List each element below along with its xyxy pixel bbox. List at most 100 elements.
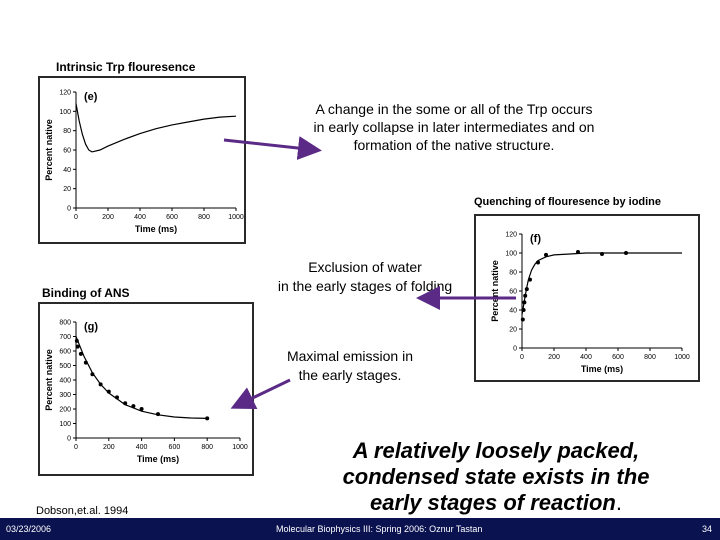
x-tick-label: 400 (136, 444, 148, 451)
x-tick-label: 600 (612, 354, 624, 361)
y-tick-label: 80 (63, 128, 71, 135)
series-line (75, 103, 237, 153)
x-axis-label: Time (ms) (137, 454, 179, 464)
trp-chart: 0 20 40 60 80 100 120 0 200 400 600 800 1000 Time (ms… (44, 90, 244, 235)
data-point (523, 293, 528, 298)
panel-label: (e) (84, 91, 98, 103)
footer-page: 34 (701, 524, 712, 534)
x-tick-label: 400 (134, 214, 146, 221)
data-point (576, 250, 580, 255)
x-tick-label: 800 (198, 214, 210, 221)
citation: Dobson,et.al. 1994 (36, 505, 129, 517)
data-point (536, 260, 540, 265)
conclusion-period: . (615, 490, 622, 515)
trp-label: Intrinsic Trp flouresence (56, 60, 196, 74)
series-line (75, 336, 208, 419)
data-point (600, 251, 604, 256)
x-axis-label: Time (ms) (581, 364, 623, 374)
footer-bar: 03/23/2006 Molecular Biophysics III: Spr… (0, 518, 720, 540)
y-tick-label: 0 (67, 436, 71, 443)
data-point (522, 300, 527, 305)
conclusion-line2: condensed state exists in the (342, 464, 650, 489)
data-point (624, 251, 628, 255)
x-tick-label: 0 (74, 214, 78, 221)
y-tick-label: 200 (59, 407, 71, 414)
ans-chart: 0 100 200 300 400 500 600 700 800 0 200 400 600 800 10… (44, 320, 248, 465)
y-tick-label: 120 (59, 90, 71, 97)
y-tick-label: 20 (63, 186, 71, 193)
x-tick-label: 200 (103, 444, 115, 451)
quench-chart-panel: 0 20 40 60 80 100 120 0 200 400 600 800 1000 Time (ms… (474, 214, 700, 382)
ans-label: Binding of ANS (42, 286, 130, 300)
x-tick-label: 400 (580, 354, 592, 361)
x-tick-label: 0 (74, 444, 78, 451)
y-tick-label: 60 (509, 289, 517, 296)
y-tick-label: 500 (59, 363, 71, 370)
y-tick-label: 80 (509, 270, 517, 277)
data-point (521, 308, 526, 312)
data-point (106, 389, 111, 394)
data-point (156, 412, 160, 417)
data-point (520, 317, 525, 322)
y-tick-label: 60 (63, 148, 71, 155)
quench-chart: 0 20 40 60 80 100 120 0 200 400 600 800 1000 Time (ms… (490, 232, 690, 375)
y-axis-label: Percent native (44, 119, 54, 181)
y-tick-label: 300 (59, 392, 71, 399)
data-point (78, 351, 83, 356)
y-tick-label: 100 (59, 421, 71, 428)
y-tick-label: 400 (59, 378, 71, 385)
panel-label: (f) (530, 233, 541, 245)
conclusion-text: A relatively loosely packed, condensed s… (316, 438, 676, 516)
data-point (524, 287, 529, 292)
y-tick-label: 600 (59, 349, 71, 356)
data-point (115, 395, 119, 400)
data-point (205, 416, 210, 421)
emission-note-line1: Maximal emission in (286, 348, 414, 364)
water-note-line2: in the early stages of folding (277, 278, 453, 294)
y-tick-label: 0 (513, 346, 517, 353)
data-point (83, 360, 88, 365)
trp-chart-panel: 0 20 40 60 80 100 120 0 200 400 600 800 1000 Time (ms… (38, 76, 246, 244)
data-point (139, 407, 144, 411)
y-tick-label: 700 (59, 334, 71, 341)
y-tick-label: 40 (63, 167, 71, 174)
data-point (123, 401, 128, 406)
x-tick-label: 800 (644, 354, 656, 361)
x-tick-label: 1000 (674, 354, 690, 361)
data-point (75, 344, 80, 349)
ans-chart-panel: 0 100 200 300 400 500 600 700 800 0 200 400 600 800 10… (38, 302, 254, 476)
data-point (98, 382, 103, 387)
y-tick-label: 100 (59, 109, 71, 116)
x-tick-label: 1000 (232, 444, 248, 451)
y-tick-label: 0 (67, 206, 71, 213)
data-point (528, 277, 532, 282)
x-tick-label: 800 (201, 444, 213, 451)
x-tick-label: 0 (520, 354, 524, 361)
y-tick-label: 100 (505, 251, 517, 258)
footer-date: 03/23/2006 (6, 524, 52, 534)
series-line (521, 252, 682, 315)
x-tick-label: 600 (169, 444, 181, 451)
x-tick-label: 200 (102, 214, 114, 221)
x-tick-label: 200 (548, 354, 560, 361)
x-tick-label: 600 (166, 214, 178, 221)
water-note-line1: Exclusion of water (308, 259, 422, 275)
data-point (131, 404, 136, 409)
y-tick-label: 40 (509, 308, 517, 315)
quench-label: Quenching of flouresence by iodine (474, 196, 662, 208)
x-axis-label: Time (ms) (135, 224, 177, 234)
emission-note-line2: the early stages. (298, 367, 402, 383)
y-tick-label: 800 (59, 320, 71, 327)
data-point (74, 338, 79, 343)
data-point (544, 252, 548, 257)
data-point (90, 372, 95, 377)
conclusion-line1: A relatively loosely packed, (352, 438, 640, 463)
x-tick-label: 1000 (228, 214, 244, 221)
y-axis-label: Percent native (44, 349, 54, 411)
y-tick-label: 120 (505, 232, 517, 239)
y-tick-label: 20 (509, 327, 517, 334)
y-axis-label: Percent native (490, 260, 500, 322)
trp-note: A change in the some or all of the Trp o… (313, 101, 595, 153)
conclusion-line3: early stages of reaction (370, 490, 616, 515)
footer-course: Molecular Biophysics III: Spring 2006: O… (276, 524, 483, 534)
